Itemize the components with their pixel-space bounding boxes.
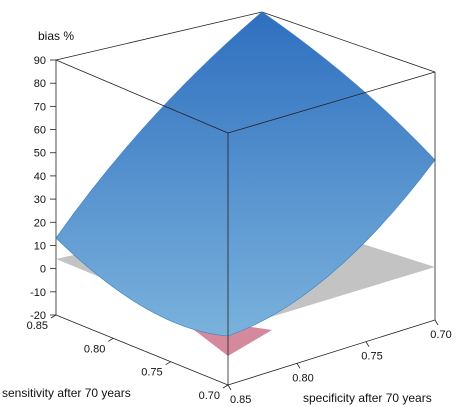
box-front bbox=[55, 59, 436, 386]
z-tick-label: 90 bbox=[34, 55, 46, 67]
bias-surface bbox=[55, 11, 436, 337]
specificity-axis-ticks: 0.85 0.80 0.75 0.70 bbox=[227, 319, 452, 406]
y-axis-title: specificity after 70 years bbox=[303, 391, 432, 405]
sensitivity-tick-label: 0.75 bbox=[141, 367, 162, 379]
specificity-tick-mark bbox=[434, 319, 439, 326]
z-tick-label: 80 bbox=[34, 78, 46, 90]
z-axis-title: bias % bbox=[38, 29, 74, 43]
sensitivity-tick-mark bbox=[222, 384, 229, 389]
z-tick-label: 10 bbox=[34, 240, 46, 252]
sensitivity-tick-label: 0.80 bbox=[84, 343, 105, 355]
box-front-bottom-right bbox=[227, 319, 436, 386]
specificity-tick-mark bbox=[296, 363, 301, 369]
box-back-top-right bbox=[261, 11, 436, 73]
specificity-tick-mark bbox=[227, 384, 232, 391]
box-front-top-left bbox=[55, 59, 229, 134]
specificity-tick-mark bbox=[365, 341, 370, 347]
sensitivity-tick-label: 0.85 bbox=[27, 320, 48, 332]
sensitivity-tick-mark bbox=[108, 337, 114, 342]
z-tick-label: 30 bbox=[34, 194, 46, 206]
z-axis-ticks: -20 -10 0 10 20 30 40 50 60 70 80 90 bbox=[30, 55, 56, 322]
sensitivity-axis-ticks: 0.85 0.80 0.75 0.70 bbox=[27, 314, 229, 402]
specificity-tick-label: 0.70 bbox=[430, 329, 451, 341]
z-tick-label: -10 bbox=[30, 287, 46, 299]
sensitivity-tick-mark bbox=[165, 361, 171, 366]
z-tick-label: 50 bbox=[34, 148, 46, 160]
specificity-tick-label: 0.85 bbox=[230, 394, 251, 406]
box-front-top-right bbox=[227, 71, 436, 134]
z-tick-label: 0 bbox=[40, 264, 46, 276]
specificity-tick-label: 0.75 bbox=[361, 351, 382, 363]
specificity-tick-label: 0.80 bbox=[292, 372, 313, 384]
sensitivity-tick-label: 0.70 bbox=[199, 390, 220, 402]
box-front-bottom-left bbox=[55, 314, 229, 386]
z-tick-label: 40 bbox=[34, 171, 46, 183]
z-tick-label: 20 bbox=[34, 217, 46, 229]
z-tick-label: -20 bbox=[30, 310, 46, 322]
sensitivity-tick-mark bbox=[50, 314, 57, 319]
z-tick-label: 60 bbox=[34, 125, 46, 137]
z-tick-label: 70 bbox=[34, 101, 46, 113]
box-back-top-left bbox=[55, 11, 263, 61]
x-axis-title: sensitivity after 70 years bbox=[2, 386, 131, 400]
